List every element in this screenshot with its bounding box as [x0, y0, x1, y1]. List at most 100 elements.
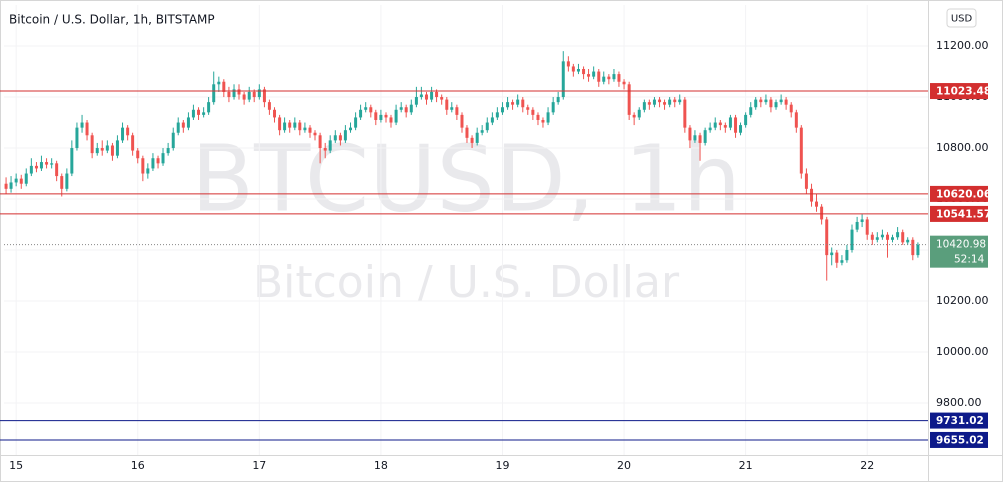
currency-button[interactable]: [946, 8, 977, 28]
candle-body: [227, 91, 231, 98]
candle-body: [202, 112, 206, 115]
candle-body: [561, 61, 565, 98]
candle-body: [95, 148, 99, 154]
candle-body: [495, 112, 499, 118]
candle-body: [734, 117, 738, 133]
candle-body: [789, 104, 793, 113]
candle-body: [617, 74, 621, 82]
candle-body: [191, 109, 195, 118]
candle-body: [916, 244, 920, 256]
level-label: 10620.06: [936, 188, 991, 200]
candle-body: [242, 94, 246, 100]
candle-body: [121, 127, 125, 141]
candle-body: [171, 132, 175, 149]
candle-body: [257, 89, 261, 98]
candle-body: [632, 114, 636, 118]
candle-body: [333, 135, 337, 141]
candle-body: [607, 76, 611, 80]
level-label: 9655.02: [936, 434, 984, 446]
candle-body: [369, 107, 373, 113]
y-tick-label: 11200.00: [936, 39, 989, 52]
candle-body: [328, 140, 332, 151]
candle-body: [212, 84, 216, 103]
candle-body: [840, 260, 844, 263]
candle-body: [551, 102, 555, 113]
candle-body: [536, 114, 540, 120]
candle-body: [384, 114, 388, 118]
candle-body: [50, 163, 54, 165]
candle-body: [440, 97, 444, 100]
candle-body: [379, 114, 383, 120]
candle-body: [278, 117, 282, 131]
candle-body: [151, 158, 155, 169]
x-tick-label: 16: [131, 459, 145, 472]
candle-body: [181, 122, 185, 128]
candle-body: [516, 99, 520, 105]
candle-body: [298, 122, 302, 131]
candle-body: [404, 107, 408, 113]
candle-body: [80, 122, 84, 128]
candle-body: [146, 168, 150, 174]
candle-body: [470, 137, 474, 143]
candle-body: [718, 122, 722, 126]
candle-body: [136, 150, 140, 159]
candle-body: [186, 117, 190, 128]
candle-body: [820, 206, 824, 220]
candle-body: [830, 252, 834, 256]
x-tick-label: 22: [860, 459, 874, 472]
candle-body: [19, 178, 23, 184]
candle-body: [85, 122, 89, 136]
candle-body: [359, 109, 363, 118]
candle-body: [161, 153, 165, 164]
x-tick-label: 18: [374, 459, 388, 472]
y-tick-label: 10000.00: [936, 345, 989, 358]
plot: [4, 5, 928, 455]
candle-body: [850, 229, 854, 251]
candle-body: [860, 219, 864, 222]
candle-body: [141, 158, 145, 174]
candle-body: [450, 107, 454, 110]
candle-body: [668, 99, 672, 105]
candle-body: [293, 122, 297, 128]
candle-body: [804, 173, 808, 189]
candle-body: [222, 81, 226, 92]
candle-body: [713, 122, 717, 128]
candle-body: [875, 237, 879, 240]
candle-body: [389, 117, 393, 123]
candle-body: [435, 91, 439, 98]
candle-body: [566, 61, 570, 67]
y-tick-label: 10800.00: [936, 141, 989, 154]
candle-body: [247, 91, 251, 100]
candle-body: [465, 127, 469, 138]
candle-body: [870, 234, 874, 240]
candle-body: [110, 145, 114, 156]
level-label: 10541.57: [936, 208, 991, 220]
candle-body: [414, 97, 418, 105]
candle-body: [896, 232, 900, 238]
candle-body: [34, 165, 38, 169]
candle-body: [906, 239, 910, 243]
currency[interactable]: USD: [951, 14, 973, 25]
candle-body: [673, 99, 677, 103]
last-price-box: [930, 235, 988, 268]
candle-body: [364, 107, 368, 110]
candle-body: [126, 127, 130, 136]
candle-body: [75, 127, 79, 149]
candle-body: [810, 188, 814, 202]
candle-body: [252, 91, 256, 98]
candle-body: [60, 176, 64, 189]
candle-body: [55, 163, 59, 177]
candle-body: [90, 135, 94, 154]
candle-body: [273, 109, 277, 118]
candle-body: [774, 102, 778, 108]
candle-body: [338, 135, 342, 141]
candle-body: [728, 117, 732, 128]
candle-body: [475, 132, 479, 143]
candle-body: [688, 127, 692, 141]
candle-body: [592, 71, 596, 77]
candle-body: [754, 99, 758, 108]
candle-body: [237, 89, 241, 95]
candle-body: [769, 99, 773, 108]
candle-body: [683, 99, 687, 128]
